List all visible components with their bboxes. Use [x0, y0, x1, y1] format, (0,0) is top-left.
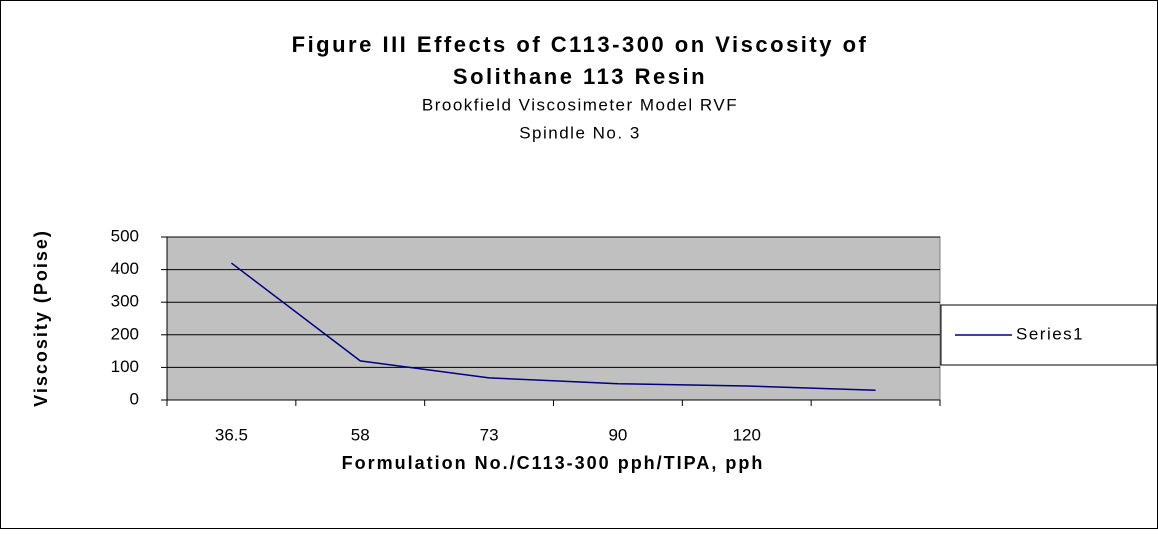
y-tick-label: 100 — [111, 357, 139, 376]
chart-title: Solithane 113 Resin — [453, 64, 707, 89]
chart-title: Figure III Effects of C113-300 on Viscos… — [292, 32, 869, 57]
chart-subtitle: Brookfield Viscosimeter Model RVF — [422, 95, 738, 114]
legend-label: Series1 — [1016, 324, 1084, 343]
y-tick-label: 400 — [111, 259, 139, 278]
y-tick-label: 300 — [111, 292, 139, 311]
y-tick-label: 500 — [111, 226, 139, 245]
series-line — [230, 262, 876, 391]
y-axis-label: Viscosity (Poise) — [31, 229, 51, 407]
y-tick-label: 200 — [111, 324, 139, 343]
x-tick-label: 58 — [351, 425, 370, 444]
x-axis-label: Formulation No./C113-300 pph/TIPA, pph — [342, 453, 765, 473]
x-tick-label: 90 — [608, 425, 627, 444]
plot-area — [166, 236, 941, 401]
y-tick-label: 0 — [130, 389, 139, 408]
chart-subtitle: Spindle No. 3 — [519, 123, 641, 142]
x-tick-label: 36.5 — [215, 425, 248, 444]
x-tick-label: 73 — [480, 425, 499, 444]
x-tick-label: 120 — [733, 425, 761, 444]
